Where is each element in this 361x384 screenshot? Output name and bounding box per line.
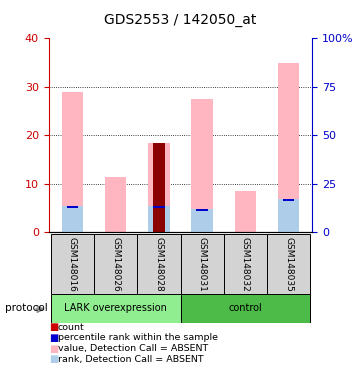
Text: percentile rank within the sample: percentile rank within the sample	[58, 333, 218, 343]
Text: GSM148031: GSM148031	[197, 237, 206, 291]
Text: GDS2553 / 142050_at: GDS2553 / 142050_at	[104, 13, 257, 27]
Bar	[153, 142, 165, 232]
Text: ■: ■	[49, 354, 58, 364]
Bar	[105, 177, 126, 232]
Bar	[283, 199, 295, 201]
Bar	[191, 99, 213, 232]
Text: GSM148016: GSM148016	[68, 237, 77, 291]
Bar	[235, 191, 256, 232]
Text: value, Detection Call = ABSENT: value, Detection Call = ABSENT	[58, 344, 208, 353]
Bar	[153, 206, 165, 208]
Text: count: count	[58, 323, 84, 332]
Bar	[94, 234, 137, 294]
Bar	[51, 234, 94, 294]
Text: protocol: protocol	[5, 303, 48, 313]
Bar	[148, 142, 170, 232]
Bar	[148, 206, 170, 232]
Bar	[180, 294, 310, 323]
Text: LARK overexpression: LARK overexpression	[64, 303, 167, 313]
Bar	[180, 234, 224, 294]
Text: GSM148026: GSM148026	[111, 237, 120, 291]
Text: control: control	[229, 303, 262, 313]
Bar	[62, 92, 83, 232]
Bar	[191, 209, 213, 232]
Bar	[51, 294, 180, 323]
Bar	[137, 234, 180, 294]
Text: GSM148028: GSM148028	[155, 237, 164, 291]
Text: GSM148035: GSM148035	[284, 237, 293, 291]
Bar	[196, 209, 208, 210]
Text: ■: ■	[49, 344, 58, 354]
Bar	[278, 199, 299, 232]
Bar	[62, 206, 83, 232]
Text: GSM148032: GSM148032	[241, 237, 250, 291]
Text: rank, Detection Call = ABSENT: rank, Detection Call = ABSENT	[58, 355, 203, 364]
Bar	[66, 206, 78, 208]
Text: ■: ■	[49, 333, 58, 343]
Text: ■: ■	[49, 322, 58, 332]
Bar	[278, 63, 299, 232]
Bar	[267, 234, 310, 294]
Bar	[224, 234, 267, 294]
